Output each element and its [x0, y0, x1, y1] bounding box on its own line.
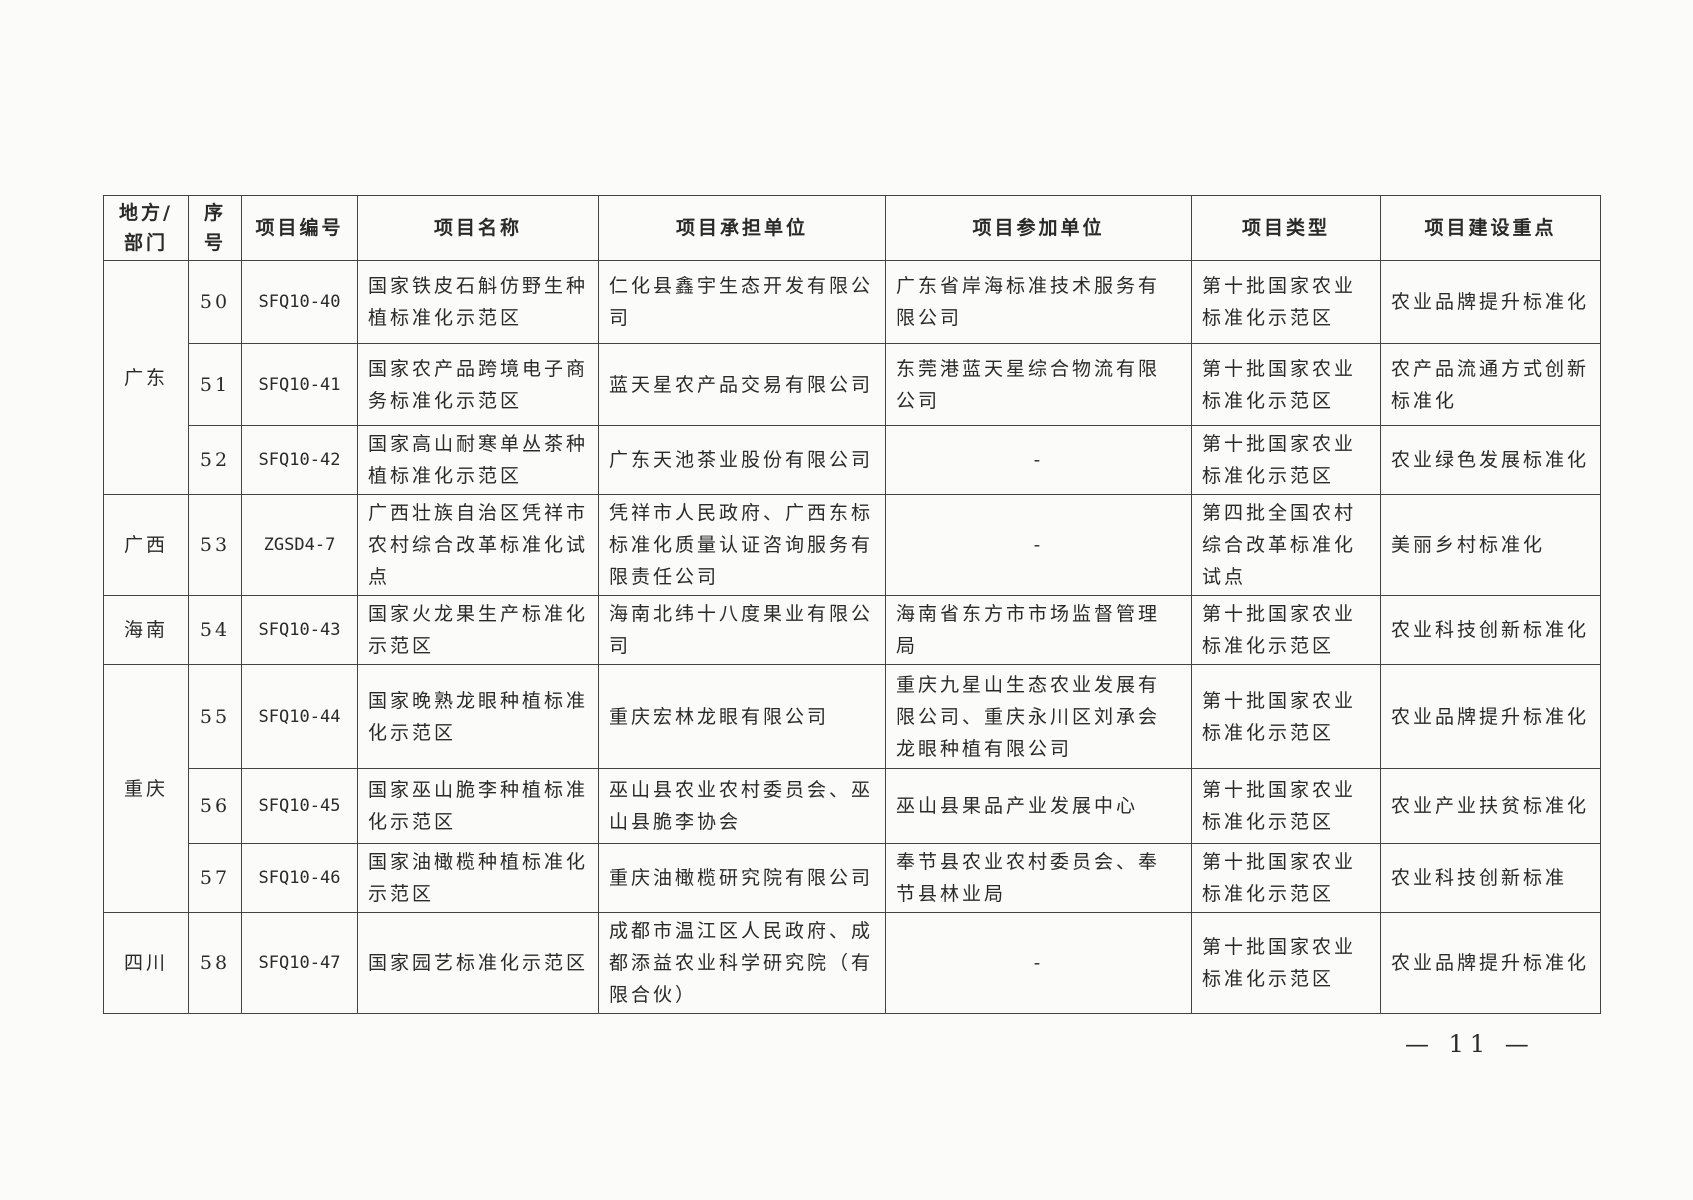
serial-cell: 50	[188, 260, 242, 344]
serial-cell: 54	[188, 595, 242, 665]
project-type-cell: 第四批全国农村综合改革标准化试点	[1191, 494, 1381, 596]
lead-unit-cell: 重庆宏林龙眼有限公司	[598, 664, 886, 769]
header-region: 地方/部门	[103, 195, 189, 261]
project-name-cell: 国家油橄榄种植标准化示范区	[357, 843, 599, 913]
table-row: 海南 54 SFQ10-43 国家火龙果生产标准化示范区 海南北纬十八度果业有限公司 海南…	[103, 595, 1601, 665]
serial-cell: 58	[188, 912, 242, 1014]
partner-unit-cell: -	[885, 912, 1192, 1014]
partner-unit-cell: -	[885, 494, 1192, 596]
serial-cell: 51	[188, 343, 242, 426]
lead-unit-cell: 广东天池茶业股份有限公司	[598, 425, 886, 495]
header-code: 项目编号	[241, 195, 358, 261]
focus-cell: 农业品牌提升标准化	[1380, 260, 1601, 344]
header-no: 序号	[188, 195, 242, 261]
project-type-cell: 第十批国家农业标准化示范区	[1191, 595, 1381, 665]
lead-unit-cell: 仁化县鑫宇生态开发有限公司	[598, 260, 886, 344]
focus-cell: 农业科技创新标准化	[1380, 595, 1601, 665]
table-row: 重庆 55 SFQ10-44 国家晚熟龙眼种植标准化示范区 重庆宏林龙眼有限公司 重庆九星…	[103, 664, 1601, 913]
partner-unit-cell: 重庆九星山生态农业发展有限公司、重庆永川区刘承会龙眼种植有限公司	[885, 664, 1192, 769]
region-cell: 广西	[103, 494, 189, 596]
focus-cell: 农业绿色发展标准化	[1380, 425, 1601, 495]
project-type-cell: 第十批国家农业标准化示范区	[1191, 843, 1381, 913]
project-table: 地方/部门 序号 项目编号 项目名称 项目承担单位 项目参加单位 项目类型 项目…	[103, 195, 1601, 1014]
code-cell: SFQ10-45	[241, 768, 358, 844]
region-cell: 四川	[103, 912, 189, 1014]
header-name: 项目名称	[357, 195, 599, 261]
header-row: 地方/部门 序号 项目编号 项目名称 项目承担单位 项目参加单位 项目类型 项目…	[103, 195, 1601, 261]
focus-cell: 农业产业扶贫标准化	[1380, 768, 1601, 844]
code-cell: SFQ10-47	[241, 912, 358, 1014]
focus-cell: 农业科技创新标准	[1380, 843, 1601, 913]
table-row: 广西 53 ZGSD4-7 广西壮族自治区凭祥市农村综合改革标准化试点 凭祥市人民政府、…	[103, 494, 1601, 596]
serial-cell: 56	[188, 768, 242, 844]
focus-cell: 美丽乡村标准化	[1380, 494, 1601, 596]
region-cell: 重庆	[103, 664, 189, 913]
project-type-cell: 第十批国家农业标准化示范区	[1191, 260, 1381, 344]
lead-unit-cell: 巫山县农业农村委员会、巫山县脆李协会	[598, 768, 886, 844]
code-cell: SFQ10-41	[241, 343, 358, 426]
project-name-cell: 国家巫山脆李种植标准化示范区	[357, 768, 599, 844]
lead-unit-cell: 重庆油橄榄研究院有限公司	[598, 843, 886, 913]
region-cell: 海南	[103, 595, 189, 665]
header-focus: 项目建设重点	[1380, 195, 1601, 261]
lead-unit-cell: 凭祥市人民政府、广西东标标准化质量认证咨询服务有限责任公司	[598, 494, 886, 596]
project-type-cell: 第十批国家农业标准化示范区	[1191, 343, 1381, 426]
project-name-cell: 国家农产品跨境电子商务标准化示范区	[357, 343, 599, 426]
code-cell: SFQ10-40	[241, 260, 358, 344]
code-cell: SFQ10-43	[241, 595, 358, 665]
partner-unit-cell: 奉节县农业农村委员会、奉节县林业局	[885, 843, 1192, 913]
serial-cell: 55	[188, 664, 242, 769]
table-row: 52 SFQ10-42 国家高山耐寒单丛茶种植标准化示范区 广东天池茶业股份有限公司 -…	[104, 425, 1601, 495]
region-cell: 广东	[103, 260, 189, 495]
project-type-cell: 第十批国家农业标准化示范区	[1191, 768, 1381, 844]
project-type-cell: 第十批国家农业标准化示范区	[1191, 425, 1381, 495]
focus-cell: 农业品牌提升标准化	[1380, 912, 1601, 1014]
code-cell: SFQ10-46	[241, 843, 358, 913]
project-name-cell: 广西壮族自治区凭祥市农村综合改革标准化试点	[357, 494, 599, 596]
table-row: 51 SFQ10-41 国家农产品跨境电子商务标准化示范区 蓝天星农产品交易有限公司东…	[104, 343, 1601, 426]
table-row: 57 SFQ10-46 国家油橄榄种植标准化示范区 重庆油橄榄研究院有限公司 奉节县农业…	[104, 843, 1601, 913]
table-row: 56 SFQ10-45 国家巫山脆李种植标准化示范区 巫山县农业农村委员会、巫山县脆李…	[104, 768, 1601, 844]
project-name-cell: 国家园艺标准化示范区	[357, 912, 599, 1014]
partner-unit-cell: 海南省东方市市场监督管理局	[885, 595, 1192, 665]
page-number: — 11 —	[1405, 1030, 1535, 1058]
project-name-cell: 国家火龙果生产标准化示范区	[357, 595, 599, 665]
header-lead: 项目承担单位	[598, 195, 886, 261]
serial-cell: 52	[188, 425, 242, 495]
table-row: 广东 50 SFQ10-40 国家铁皮石斛仿野生种植标准化示范区 仁化县鑫宇生态开发有限…	[103, 260, 1601, 495]
lead-unit-cell: 海南北纬十八度果业有限公司	[598, 595, 886, 665]
project-name-cell: 国家晚熟龙眼种植标准化示范区	[357, 664, 599, 769]
table-row: 四川 58 SFQ10-47 国家园艺标准化示范区 成都市温江区人民政府、成都添益农业科…	[103, 912, 1601, 1014]
code-cell: ZGSD4-7	[241, 494, 358, 596]
serial-cell: 53	[188, 494, 242, 596]
partner-unit-cell: 广东省岸海标准技术服务有限公司	[885, 260, 1192, 344]
project-name-cell: 国家铁皮石斛仿野生种植标准化示范区	[357, 260, 599, 344]
project-type-cell: 第十批国家农业标准化示范区	[1191, 912, 1381, 1014]
partner-unit-cell: 东莞港蓝天星综合物流有限公司	[885, 343, 1192, 426]
lead-unit-cell: 蓝天星农产品交易有限公司	[598, 343, 886, 426]
focus-cell: 农产品流通方式创新标准化	[1380, 343, 1601, 426]
project-name-cell: 国家高山耐寒单丛茶种植标准化示范区	[357, 425, 599, 495]
focus-cell: 农业品牌提升标准化	[1380, 664, 1601, 769]
lead-unit-cell: 成都市温江区人民政府、成都添益农业科学研究院（有限合伙）	[598, 912, 886, 1014]
partner-unit-cell: -	[885, 425, 1192, 495]
code-cell: SFQ10-44	[241, 664, 358, 769]
code-cell: SFQ10-42	[241, 425, 358, 495]
project-type-cell: 第十批国家农业标准化示范区	[1191, 664, 1381, 769]
partner-unit-cell: 巫山县果品产业发展中心	[885, 768, 1192, 844]
header-type: 项目类型	[1191, 195, 1381, 261]
header-partner: 项目参加单位	[885, 195, 1192, 261]
serial-cell: 57	[188, 843, 242, 913]
